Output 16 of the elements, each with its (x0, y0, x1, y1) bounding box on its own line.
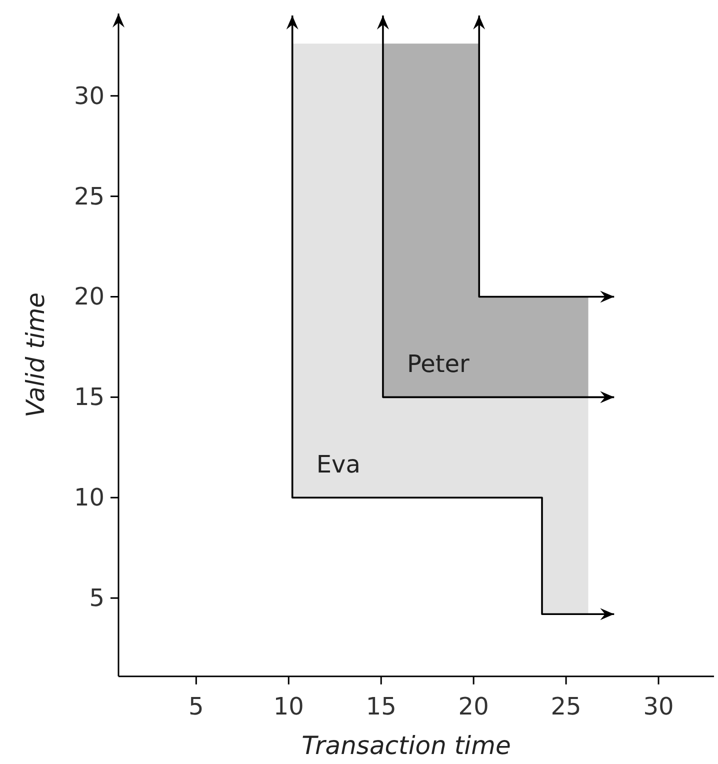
series-label: Peter (406, 350, 470, 378)
y-tick-label: 25 (74, 182, 104, 210)
y-tick-label: 20 (74, 282, 104, 311)
x-tick-label: 15 (366, 692, 396, 720)
y-tick-label: 15 (74, 383, 104, 412)
x-axis-title: Transaction time (302, 731, 511, 760)
y-tick-label: 30 (74, 82, 104, 110)
x-tick-label: 5 (188, 692, 204, 720)
x-tick-label: 20 (458, 692, 489, 720)
y-tick-label: 5 (89, 584, 104, 612)
series-label: Eva (316, 450, 360, 479)
y-tick-label: 10 (74, 484, 104, 512)
y-axis-title: Valid time (21, 292, 50, 418)
x-tick-label: 10 (273, 692, 304, 720)
x-tick-label: 30 (643, 692, 674, 720)
x-tick-label: 25 (550, 692, 582, 720)
